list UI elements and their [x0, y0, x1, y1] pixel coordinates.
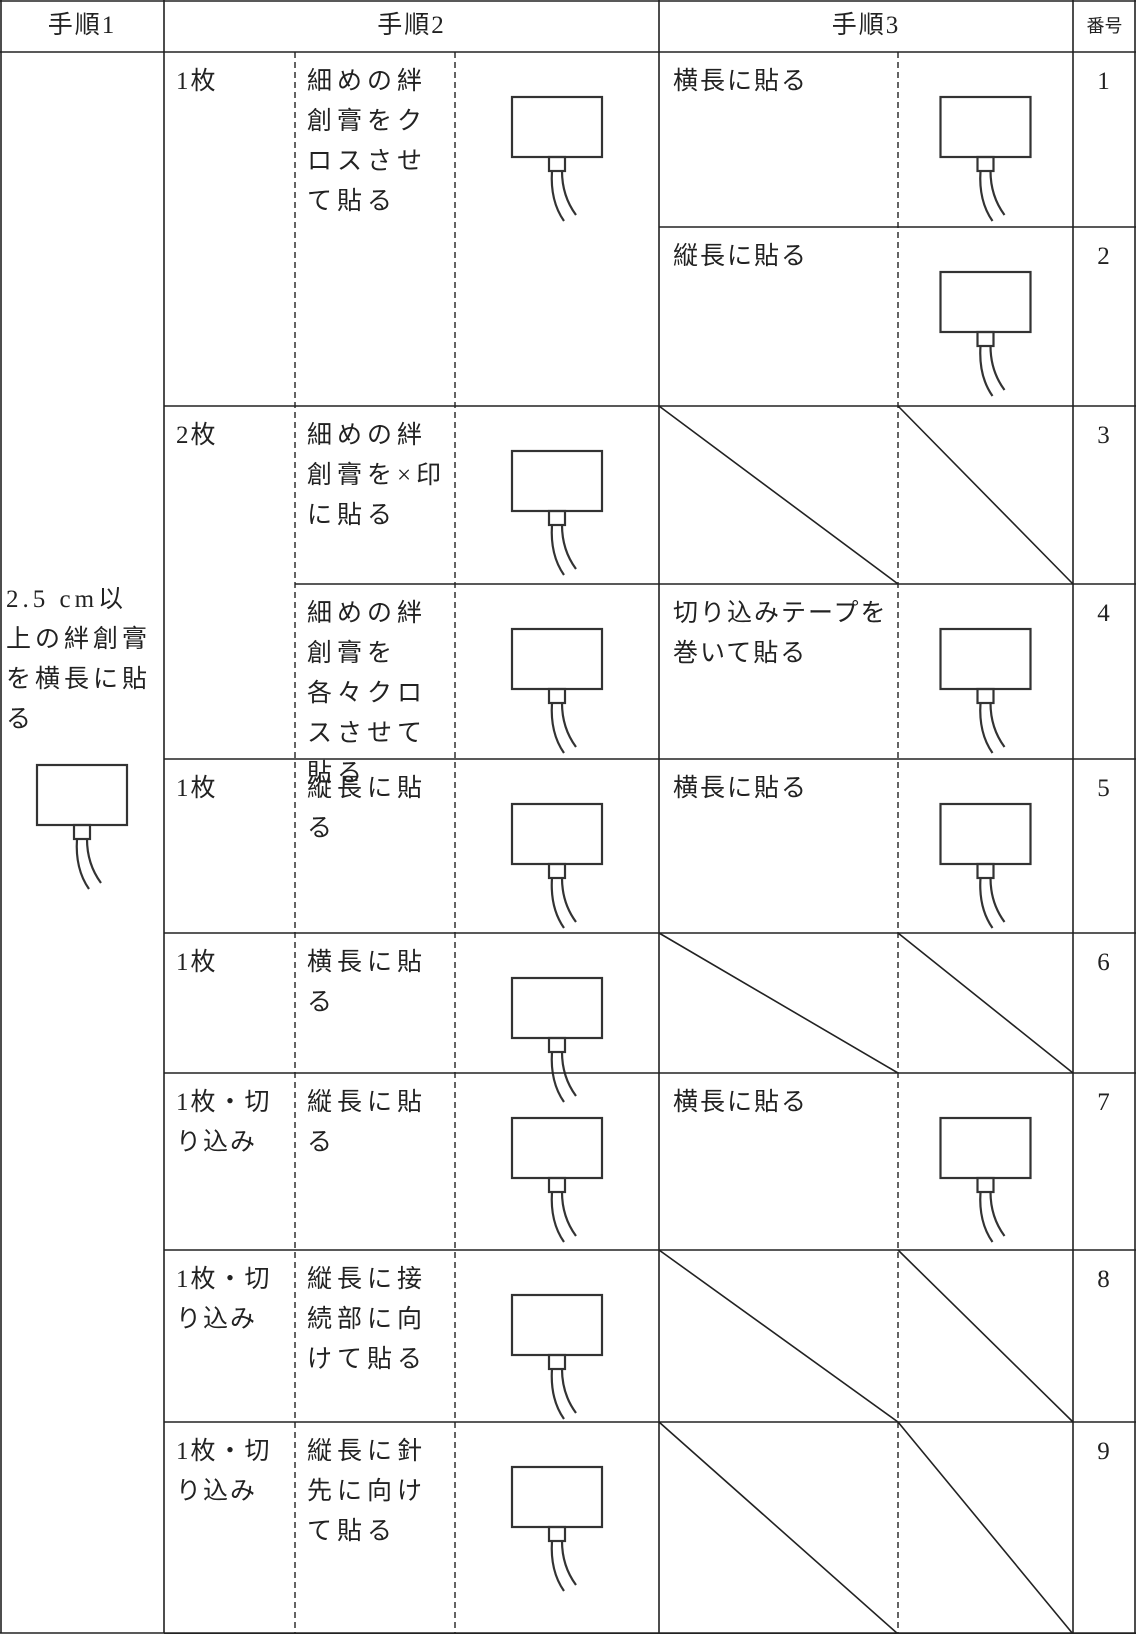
count-text: 1枚	[176, 775, 218, 802]
sketch	[510, 1293, 604, 1357]
sketch	[547, 862, 567, 880]
sketch	[550, 877, 577, 929]
method-text: 縦長に貼る	[307, 775, 428, 842]
sketch	[939, 802, 1032, 866]
row-number: 9	[1097, 1438, 1112, 1465]
header-cell: 手順2	[377, 12, 446, 39]
step3-text: 横長に貼る	[673, 1089, 809, 1116]
row-number: 6	[1097, 949, 1112, 976]
method-text: 縦長に貼る	[307, 1089, 428, 1156]
sketch	[939, 1116, 1032, 1180]
count-text: 1枚・切り込み	[176, 1089, 272, 1156]
rule	[658, 1249, 899, 1423]
rule	[658, 932, 899, 1074]
row-number: 7	[1097, 1089, 1112, 1116]
count-text: 1枚・切り込み	[176, 1266, 272, 1333]
sketch	[976, 687, 995, 705]
rule	[897, 405, 1074, 585]
sketch	[35, 763, 129, 827]
row-number: 2	[1097, 243, 1112, 270]
method-text: 縦長に接続部に向けて貼る	[307, 1266, 428, 1373]
sketch	[979, 170, 1006, 222]
sketch	[550, 1051, 577, 1103]
method-text: 細めの絆創膏を×印に貼る	[307, 422, 447, 529]
sketch	[547, 509, 567, 527]
count-text: 1枚・切り込み	[176, 1438, 272, 1505]
row-number: 1	[1097, 68, 1112, 95]
sketch	[547, 1176, 567, 1194]
sketch	[547, 1525, 567, 1543]
sketch	[510, 1465, 604, 1529]
sketch	[510, 627, 604, 691]
method-text: 細めの絆創膏を各々クロスさせて貼る	[307, 600, 428, 787]
sketch	[547, 1353, 567, 1371]
count-text: 2枚	[176, 422, 218, 449]
sketch	[547, 687, 567, 705]
method-text: 横長に貼る	[307, 949, 428, 1016]
method-text: 細めの絆創膏をクロスさせて貼る	[307, 68, 428, 215]
sketch	[550, 1368, 577, 1420]
sketch	[976, 1176, 995, 1194]
sketch	[976, 330, 995, 348]
sketch	[939, 95, 1032, 159]
sketch	[510, 802, 604, 866]
sketch	[550, 524, 577, 576]
sketch	[510, 1116, 604, 1180]
step3-text: 切り込みテープを巻いて貼る	[673, 600, 888, 667]
header-cell: 手順3	[831, 12, 901, 39]
header-cell: 番号	[1086, 16, 1123, 36]
sketch	[550, 702, 577, 754]
rule	[897, 1421, 1074, 1634]
step1-text: 2.5 cm以上の絆創膏を横長に貼る	[6, 586, 152, 733]
rule	[658, 1421, 899, 1634]
sketch	[75, 838, 102, 890]
row-number: 8	[1097, 1266, 1112, 1293]
sketch	[939, 270, 1032, 334]
sketch	[976, 155, 995, 173]
rule	[658, 405, 899, 585]
sketch	[547, 155, 567, 173]
step3-text: 横長に貼る	[673, 775, 809, 802]
rule	[897, 1249, 1074, 1423]
sketch	[550, 1191, 577, 1243]
sketch	[510, 449, 604, 513]
method-text: 縦長に針先に向けて貼る	[307, 1438, 428, 1545]
count-text: 1枚	[176, 68, 218, 95]
row-number: 4	[1097, 600, 1112, 627]
sketch	[979, 345, 1006, 397]
sketch	[547, 1036, 567, 1054]
sketch	[550, 1540, 577, 1592]
step3-text: 横長に貼る	[673, 68, 809, 95]
sketch	[550, 170, 577, 222]
sketch	[979, 877, 1006, 929]
count-text: 1枚	[176, 949, 218, 976]
sketch	[979, 1191, 1006, 1243]
step3-text: 縦長に貼る	[673, 243, 809, 270]
sketch	[939, 627, 1032, 691]
rule	[897, 932, 1074, 1074]
row-number: 5	[1097, 775, 1112, 802]
sketch	[510, 95, 604, 159]
sketch	[72, 823, 92, 841]
sketch	[976, 862, 995, 880]
sketch	[979, 702, 1006, 754]
row-number: 3	[1097, 422, 1112, 449]
header-cell: 手順1	[47, 12, 117, 39]
sketch	[510, 976, 604, 1040]
